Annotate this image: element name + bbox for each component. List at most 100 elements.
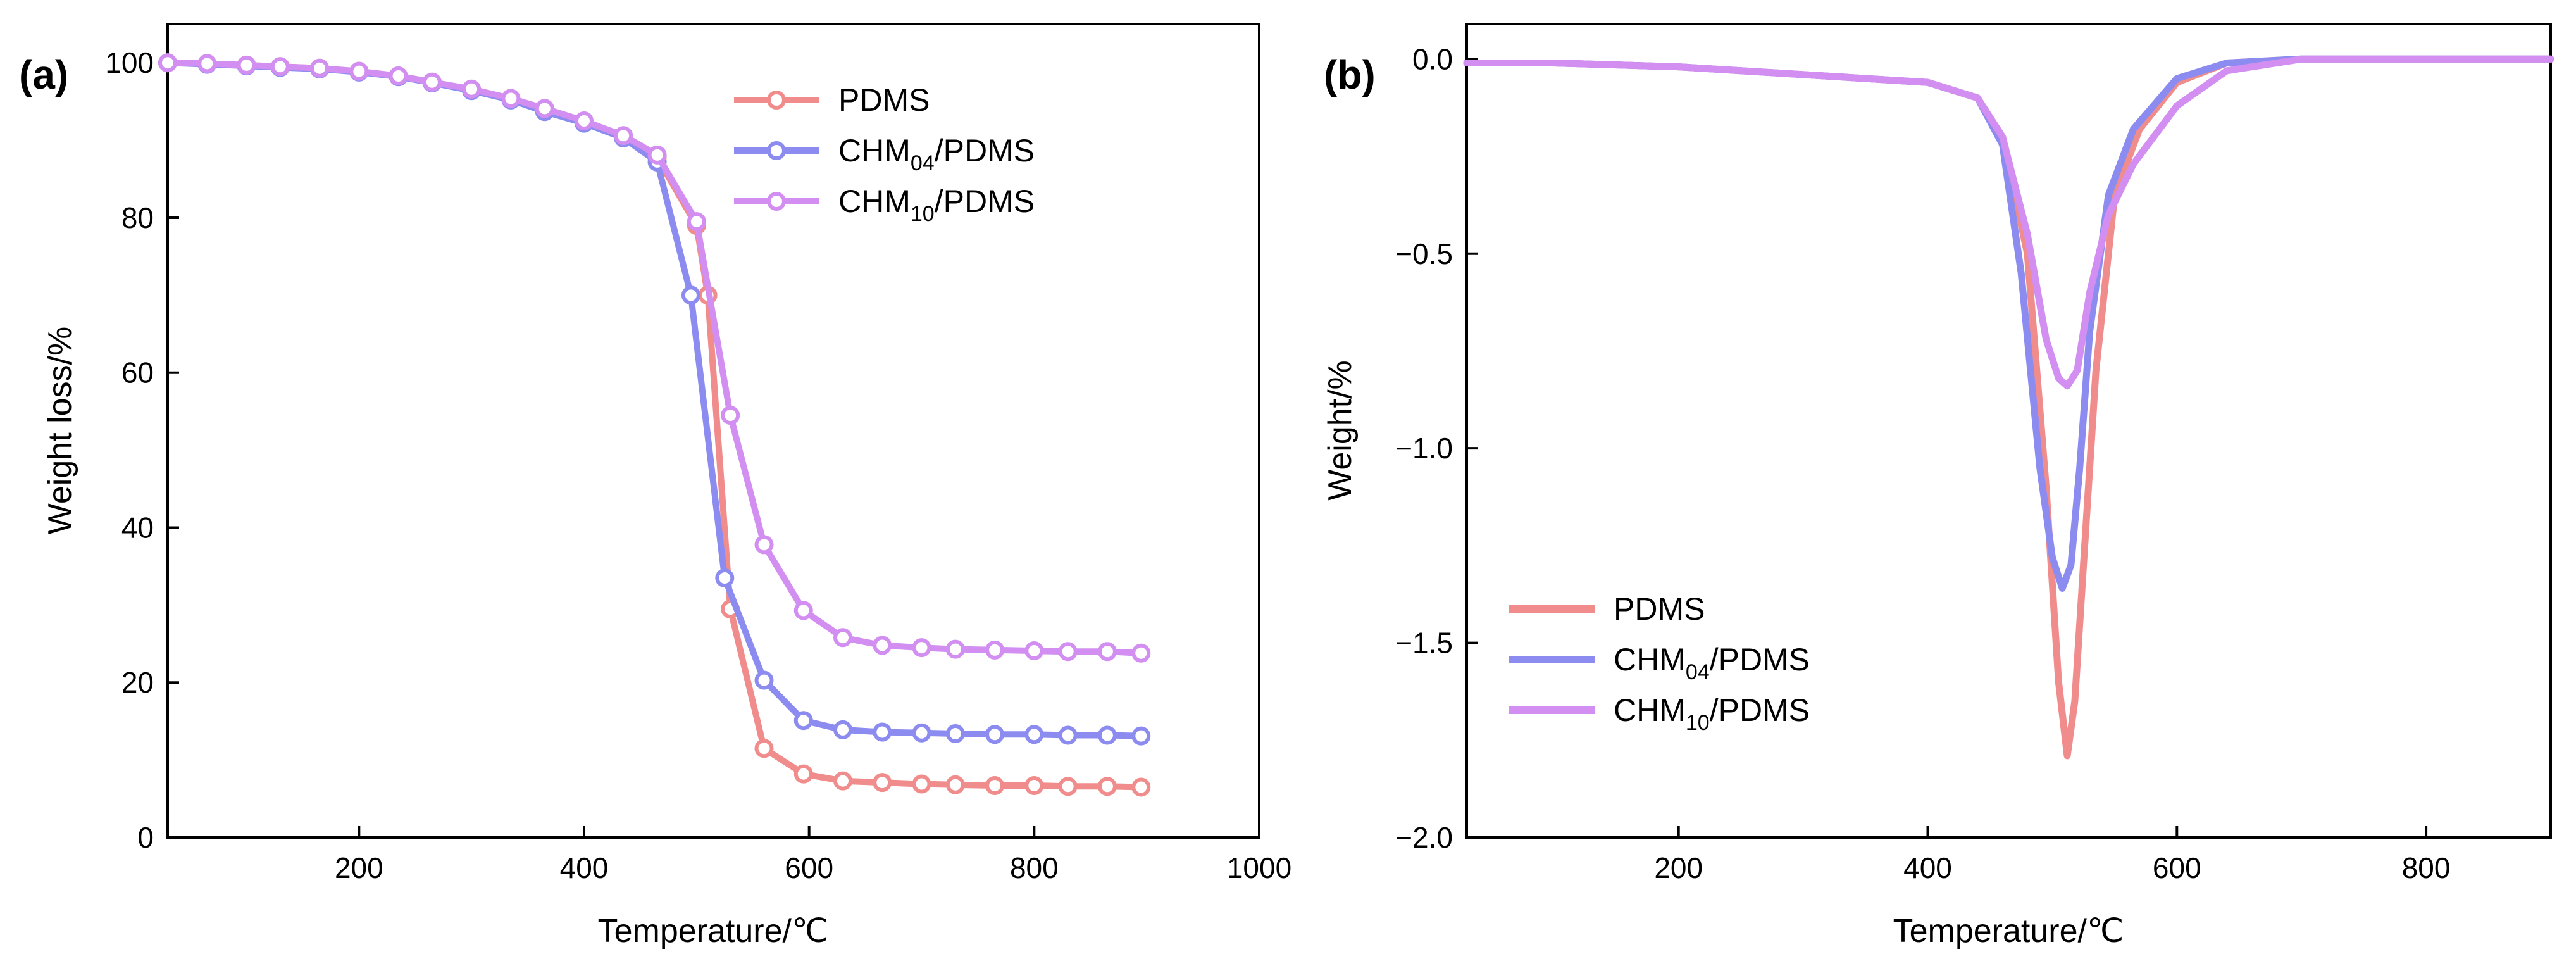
x-tick-label: 200 [335,851,383,884]
data-point-chm10-pdms [158,53,177,73]
y-tick-label: 0.0 [1412,42,1453,75]
panel-a-xlabel: Temperature/℃ [598,913,829,950]
data-point-pdms [985,776,1005,796]
legend-marker-chm04 [767,141,786,160]
legend-entry-chm10-b: CHM10/PDMS [1509,693,1810,735]
panel-b: (b) Temperature/℃ Weight/% 200 400 600 800 0… [1322,23,2554,950]
data-point-pdms [1097,777,1117,796]
data-point-chm10-pdms [574,111,594,130]
y-tick-label: 0 [137,821,154,854]
data-point-chm04-pdms [793,711,813,731]
data-point-pdms [1131,777,1151,797]
legend-marker-chm10 [767,192,786,211]
data-point-chm10-pdms [535,99,554,118]
y-tick-label: −2.0 [1395,821,1453,854]
data-point-chm04-pdms [1058,725,1078,745]
y-tick-label: −1.5 [1395,627,1453,660]
panel-b-plot-frame [1465,23,2552,839]
panel-b-xlabel: Temperature/℃ [1893,913,2124,950]
data-point-chm10-pdms [270,57,290,77]
y-tick-label: 20 [121,666,154,699]
data-point-chm10-pdms [647,145,667,165]
data-point-pdms [945,775,965,794]
data-point-chm10-pdms [912,638,931,658]
data-point-chm10-pdms [1097,642,1117,662]
panel-a-plot-frame [166,23,1260,839]
data-point-chm10-pdms [422,72,442,92]
x-tick-label: 400 [560,851,609,884]
series-line-chm04-pdms [1463,55,2554,592]
data-point-pdms [912,774,931,794]
data-point-chm10-pdms [1024,641,1044,661]
data-point-chm10-pdms [687,212,706,232]
legend-entry-chm04: CHM04/PDMS [734,133,1035,175]
data-point-pdms [754,739,774,758]
data-point-chm10-pdms [349,61,369,81]
y-tick-label: 80 [121,201,154,234]
data-point-chm10-pdms [985,640,1005,660]
data-point-pdms [1058,777,1078,796]
data-point-chm04-pdms [1024,725,1044,744]
data-point-chm10-pdms [1131,643,1151,663]
data-point-chm04-pdms [681,285,700,305]
legend-text-chm10: CHM10/PDMS [838,184,1035,226]
data-point-chm10-pdms [501,89,521,108]
data-point-chm04-pdms [945,724,965,744]
data-point-chm10-pdms [793,601,813,620]
x-tick-label: 800 [1010,851,1059,884]
legend-text-pdms-b: PDMS [1614,591,1705,627]
data-point-pdms [1024,776,1044,796]
series-line-pdms [165,60,1145,791]
panel-a: (a) Temperature/℃ Weight loss/% 200 400 60… [19,23,1291,950]
panel-b-series [1463,55,2554,760]
x-tick-label: 600 [2153,851,2201,884]
data-point-chm10-pdms [1058,642,1078,662]
panel-b-ylabel: Weight/% [1322,360,1359,501]
legend-entry-chm04-b: CHM04/PDMS [1509,642,1810,684]
data-point-chm10-pdms [310,58,330,78]
data-point-chm10-pdms [389,66,408,85]
y-tick-label: −1.0 [1395,432,1453,465]
data-point-chm10-pdms [237,55,256,75]
legend-marker-pdms [767,91,786,110]
y-tick-label: 60 [121,356,154,389]
data-point-chm10-pdms [833,628,853,648]
legend-entry-pdms-b: PDMS [1509,591,1705,627]
data-point-chm04-pdms [833,720,853,739]
panel-a-series [158,53,1151,797]
data-point-chm10-pdms [754,535,774,555]
data-point-chm10-pdms [614,126,633,146]
data-point-chm04-pdms [1097,725,1117,745]
y-tick-label: 100 [105,46,154,79]
data-point-chm10-pdms [873,636,892,655]
data-point-pdms [873,773,892,793]
x-tick-label: 1000 [1227,851,1291,884]
x-tick-label: 600 [785,851,833,884]
data-point-chm04-pdms [985,725,1005,744]
data-point-pdms [793,764,813,784]
y-tick-label: 40 [121,511,154,544]
data-point-chm10-pdms [197,54,217,73]
x-tick-label: 200 [1654,851,1703,884]
legend-entry-pdms: PDMS [734,82,930,118]
panel-a-ticks: 200 400 600 800 1000 0 20 40 60 80 100 [105,46,1291,884]
legend-text-chm04: CHM04/PDMS [838,133,1035,175]
x-tick-label: 400 [1903,851,1952,884]
data-point-chm04-pdms [754,670,774,690]
panel-a-label: (a) [19,52,68,97]
data-point-chm10-pdms [945,639,965,659]
data-point-chm10-pdms [721,406,740,425]
panel-a-ylabel: Weight loss/% [42,327,78,535]
data-point-chm04-pdms [912,723,931,743]
panel-b-label: (b) [1324,52,1376,97]
data-point-chm04-pdms [873,722,892,742]
panel-a-legend: PDMS CHM04/PDMS CHM10/PDMS [734,82,1035,226]
legend-entry-chm10: CHM10/PDMS [734,184,1035,226]
data-point-chm04-pdms [715,568,735,588]
panel-b-ticks: 200 400 600 800 0.0 −0.5 −1.0 −1.5 −2.0 [1395,42,2450,884]
x-tick-label: 800 [2402,851,2451,884]
series-line-chm10-pdms [1463,55,2554,390]
legend-text-pdms: PDMS [838,82,930,118]
data-point-pdms [833,771,853,791]
